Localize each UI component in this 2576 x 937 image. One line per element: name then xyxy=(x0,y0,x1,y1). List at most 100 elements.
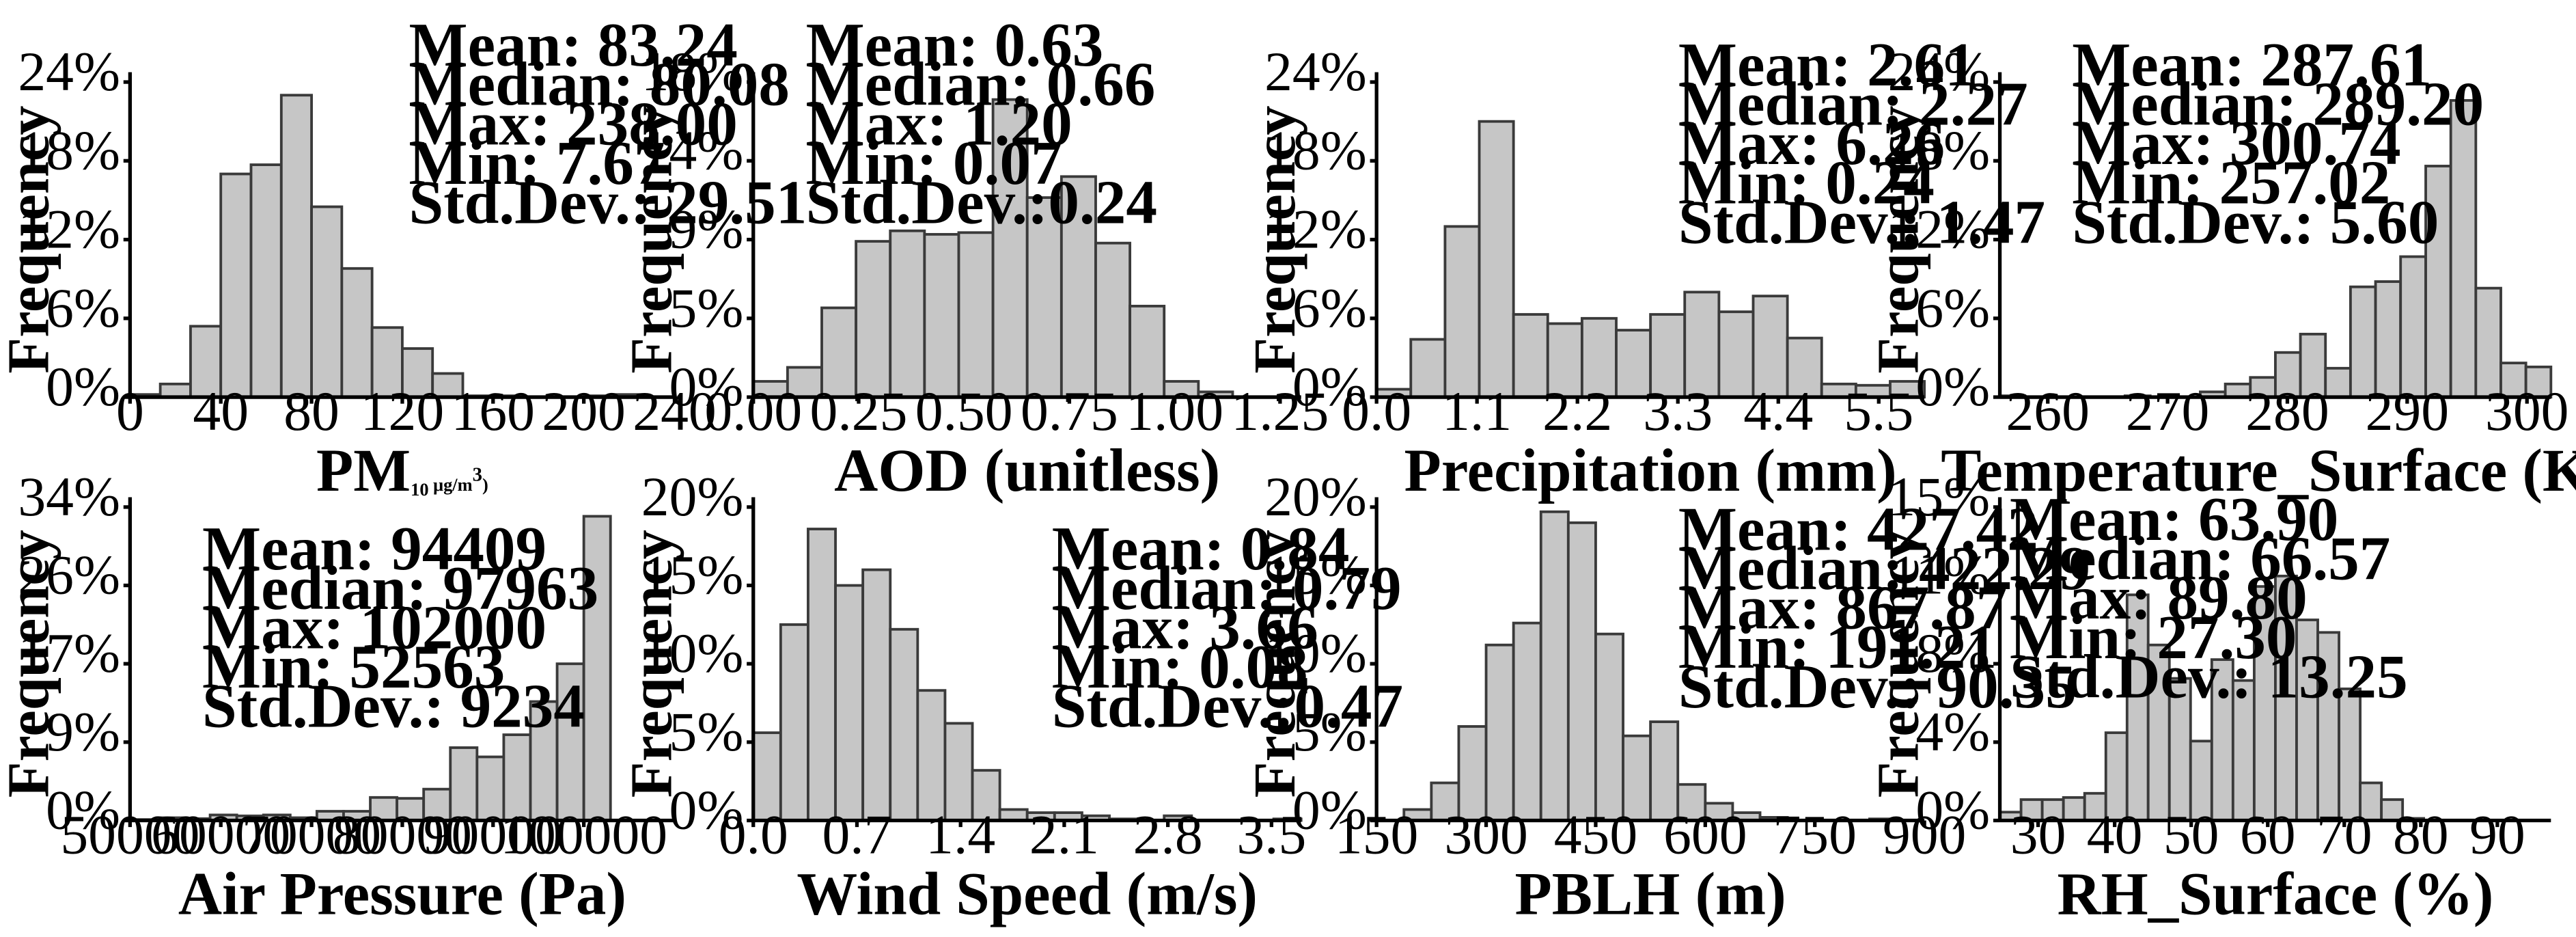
stat-line: Max: 238.00 xyxy=(409,89,738,158)
y-tick-label: 12% xyxy=(1888,198,1991,260)
histogram-bar xyxy=(2040,798,2065,822)
x-tick-label: 90 xyxy=(2469,804,2525,866)
stat-line: Min: 257.02 xyxy=(2072,148,2390,217)
y-tick-label: 9% xyxy=(669,198,744,260)
histogram-bar xyxy=(158,382,192,398)
y-tick-label: 0% xyxy=(1292,355,1367,418)
histogram-bar xyxy=(2349,285,2377,398)
stat-line: Min: 7.67 xyxy=(409,128,665,198)
x-tick-label: 80000 xyxy=(333,804,472,866)
histogram-bar xyxy=(1786,336,1823,398)
x-tick-label: 0.7 xyxy=(822,804,891,866)
x-tick-label: 1.00 xyxy=(1126,380,1223,442)
y-axis-label: Frequency xyxy=(1242,106,1307,374)
histogram-bar xyxy=(1512,313,1549,398)
x-tick-label: 280 xyxy=(2245,380,2329,442)
histogram-bar xyxy=(855,240,892,398)
histogram-bar xyxy=(2359,781,2383,822)
x-tick-label: 0.0 xyxy=(719,804,788,866)
stat-line: Max: 6.26 xyxy=(1678,109,1945,178)
stat-line: Std.Dev.: 29.51 xyxy=(409,168,807,237)
x-tick-label: 60000 xyxy=(151,804,290,866)
y-axis-label: Frequency xyxy=(1866,106,1931,374)
y-tick-label: 6% xyxy=(46,277,120,339)
histogram-panel-7: 0%5%10%15%20%150 300 450 600 750 900Frequency… xyxy=(1242,465,2090,927)
y-axis-label: Frequency xyxy=(619,530,684,798)
y-tick-label: 0% xyxy=(1915,779,1990,841)
y-tick-label: 6% xyxy=(1915,277,1990,339)
stat-line: Mean: 83.24 xyxy=(409,10,738,79)
histogram-bar xyxy=(422,787,452,822)
x-tick-label: 0 xyxy=(116,380,144,442)
x-tick-label: 2.1 xyxy=(1029,804,1099,866)
y-axis-label: Frequency xyxy=(619,106,684,374)
x-tick-label: 290 xyxy=(2366,380,2449,442)
histogram-bar xyxy=(2474,286,2502,398)
histogram-bar xyxy=(957,231,995,398)
histogram-bar xyxy=(2399,255,2427,398)
histogram-bar xyxy=(751,731,782,822)
stat-line: Std.Dev.: 1.47 xyxy=(1678,187,2045,256)
histogram-bar xyxy=(807,528,837,822)
x-tick-label: 120 xyxy=(361,380,444,442)
y-tick-label: 20% xyxy=(641,465,744,528)
y-tick-label: 0% xyxy=(1915,355,1990,418)
stat-line: Mean: 63.90 xyxy=(2010,485,2338,554)
x-tick-label: 80 xyxy=(283,380,340,442)
y-tick-label: 18% xyxy=(641,40,744,103)
y-tick-label: 20% xyxy=(1264,465,1367,528)
y-tick-label: 12% xyxy=(1264,198,1367,260)
histogram-bar xyxy=(834,584,865,822)
histogram-bar xyxy=(1409,338,1447,398)
histogram-bar xyxy=(1676,783,1707,822)
stat-line: Median: 97963 xyxy=(202,554,598,623)
histogram-panel-3: 0%6%12%18%24%0.0 1.1 2.2 3.3 4.4 5.5Frequency… xyxy=(1242,30,2045,504)
x-axis-label: RH_Surface (%) xyxy=(2057,860,2493,927)
x-tick-label: 300 xyxy=(1444,804,1527,866)
y-tick-label: 26% xyxy=(18,544,120,606)
x-tick-label: 750 xyxy=(1773,804,1856,866)
histogram-bar xyxy=(1539,510,1570,822)
x-axis-label: Temperature_Surface (K) xyxy=(1941,437,2576,504)
histogram-bar xyxy=(2083,791,2107,822)
y-tick-label: 34% xyxy=(18,465,120,528)
histogram-bar xyxy=(2338,687,2362,822)
stat-line: Min: 191.21 xyxy=(1678,612,1997,681)
histogram-panel-6: 0%5%10%15%20%0.0 0.7 1.4 2.1 2.8 3.5Frequency… xyxy=(619,465,1403,927)
x-tick-label: 200 xyxy=(542,380,625,442)
histogram-bar xyxy=(249,163,283,398)
histogram-panel-5: 0% 9% 17% 26% 34% 500006000070000800009000010… xyxy=(0,465,675,927)
histogram-bar xyxy=(1478,120,1515,398)
x-axis-label: Wind Speed (m/s) xyxy=(797,860,1258,927)
histogram-bar xyxy=(1566,521,1597,822)
histogram-bar xyxy=(1594,632,1624,822)
histogram-bar xyxy=(1094,241,1132,398)
stat-line: Max: 1.20 xyxy=(806,89,1072,158)
y-tick-label: 0% xyxy=(46,355,120,418)
histogram-bar xyxy=(219,172,253,398)
x-axis-label: Precipitation (mm) xyxy=(1404,437,1897,504)
histogram-panel-8: 0% 4% 8% 11% 15% 30 40 50 60 70 80 90 Frequency RH_Su… xyxy=(1866,465,2551,927)
y-tick-label: 15% xyxy=(641,544,744,606)
stat-line: Min: 0.24 xyxy=(1678,148,1935,217)
x-tick-label: 90000 xyxy=(424,804,563,866)
stat-line: Median: 0.79 xyxy=(1052,554,1402,623)
histogram-panel-1: 0%6%12%18%24%0 40 80 120 160 200 240FrequencyP… xyxy=(0,10,807,504)
stat-line: Max: 867.87 xyxy=(1678,573,2007,642)
histogram-bar xyxy=(1443,225,1481,398)
y-tick-label: 18% xyxy=(1888,119,1991,181)
histogram-bar xyxy=(779,623,809,822)
x-tick-label: 1.4 xyxy=(926,804,995,866)
y-axis-label: Frequency xyxy=(1866,530,1931,798)
x-tick-label: 1.25 xyxy=(1231,380,1329,442)
y-tick-label: 5% xyxy=(669,277,744,339)
stat-line: Std.Dev.: 9234 xyxy=(202,672,585,741)
histogram-bar xyxy=(279,94,313,398)
y-tick-label: 8% xyxy=(1915,622,1990,684)
x-tick-label: 70000 xyxy=(242,804,381,866)
x-tick-label: 50 xyxy=(2163,804,2219,866)
stat-line: Mean: 427.42 xyxy=(1678,494,2038,563)
x-tick-label: 260 xyxy=(2006,380,2089,442)
x-tick-label: 3.3 xyxy=(1643,380,1713,442)
